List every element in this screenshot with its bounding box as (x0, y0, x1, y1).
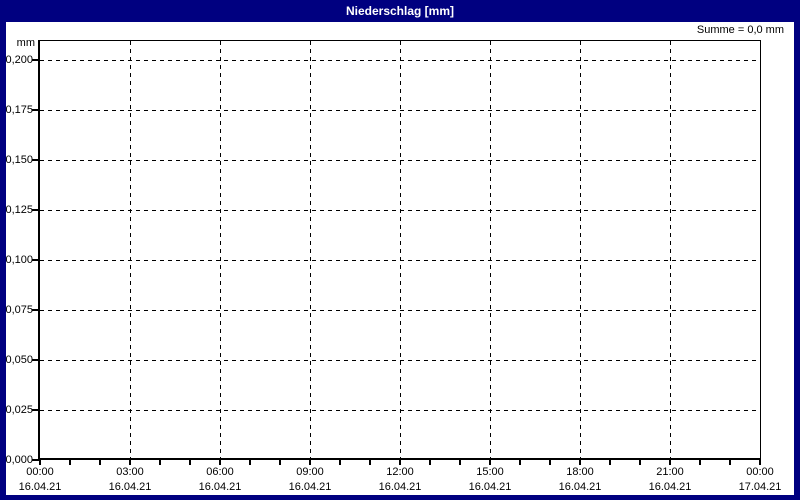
y-axis-label: 0,025 (5, 404, 33, 416)
x-axis-time-label: 18:00 (566, 466, 594, 478)
y-tick (32, 259, 39, 261)
x-tick (249, 460, 251, 465)
x-axis-date-label: 16.04.21 (378, 481, 422, 493)
x-axis-date-label: 16.04.21 (108, 481, 152, 493)
x-axis-date-label: 16.04.21 (648, 481, 692, 493)
x-axis-time-label: 06:00 (206, 466, 234, 478)
x-axis-time-label: 00:00 (26, 466, 54, 478)
y-axis-label: 0,000 (5, 454, 33, 466)
y-axis-label: 0,050 (5, 354, 33, 366)
x-tick (639, 460, 641, 465)
x-axis-time-label: 00:00 (746, 466, 774, 478)
y-tick (32, 109, 39, 111)
y-tick (32, 359, 39, 361)
x-tick (129, 460, 131, 465)
x-tick (579, 460, 581, 465)
v-gridline (220, 41, 221, 458)
x-tick (189, 460, 191, 465)
v-gridline (310, 41, 311, 458)
x-tick (159, 460, 161, 465)
y-tick (32, 209, 39, 211)
y-axis-label: 0,200 (5, 54, 33, 66)
v-gridline (670, 41, 671, 458)
x-tick (729, 460, 731, 465)
x-tick (309, 460, 311, 465)
x-tick (549, 460, 551, 465)
y-axis-label: 0,125 (5, 204, 33, 216)
x-tick (399, 460, 401, 465)
v-gridline (130, 41, 131, 458)
x-axis-time-label: 12:00 (386, 466, 414, 478)
y-tick (32, 59, 39, 61)
x-tick (219, 460, 221, 465)
x-axis-date-label: 16.04.21 (468, 481, 512, 493)
x-axis-date-label: 16.04.21 (18, 481, 62, 493)
x-tick (39, 460, 41, 465)
x-tick (369, 460, 371, 465)
x-axis-date-label: 16.04.21 (198, 481, 242, 493)
window-titlebar: Niederschlag [mm] (0, 0, 800, 22)
window-title: Niederschlag [mm] (345, 4, 455, 18)
v-gridline (490, 41, 491, 458)
x-tick (699, 460, 701, 465)
x-axis-time-label: 15:00 (476, 466, 504, 478)
plot-area (38, 40, 761, 460)
x-tick (69, 460, 71, 465)
v-gridline (580, 41, 581, 458)
x-tick (279, 460, 281, 465)
y-axis-label: 0,075 (5, 304, 33, 316)
x-axis-time-label: 21:00 (656, 466, 684, 478)
x-tick (669, 460, 671, 465)
y-tick (32, 459, 39, 461)
y-tick (32, 309, 39, 311)
y-axis-label: 0,150 (5, 154, 33, 166)
x-tick (519, 460, 521, 465)
y-tick (32, 409, 39, 411)
y-axis-label: 0,175 (5, 104, 33, 116)
x-tick (429, 460, 431, 465)
x-axis-date-label: 16.04.21 (558, 481, 602, 493)
v-gridline (400, 41, 401, 458)
x-tick (759, 460, 761, 465)
y-tick (32, 159, 39, 161)
y-axis-label: 0,100 (5, 254, 33, 266)
x-tick (459, 460, 461, 465)
x-tick (489, 460, 491, 465)
x-tick (99, 460, 101, 465)
y-axis-unit-label: mm (16, 37, 35, 49)
x-axis-time-label: 03:00 (116, 466, 144, 478)
x-axis-date-label: 17.04.21 (738, 481, 782, 493)
x-tick (609, 460, 611, 465)
sum-label: Summe = 0,0 mm (696, 24, 784, 36)
x-tick (339, 460, 341, 465)
x-axis-time-label: 09:00 (296, 466, 324, 478)
x-axis-date-label: 16.04.21 (288, 481, 332, 493)
